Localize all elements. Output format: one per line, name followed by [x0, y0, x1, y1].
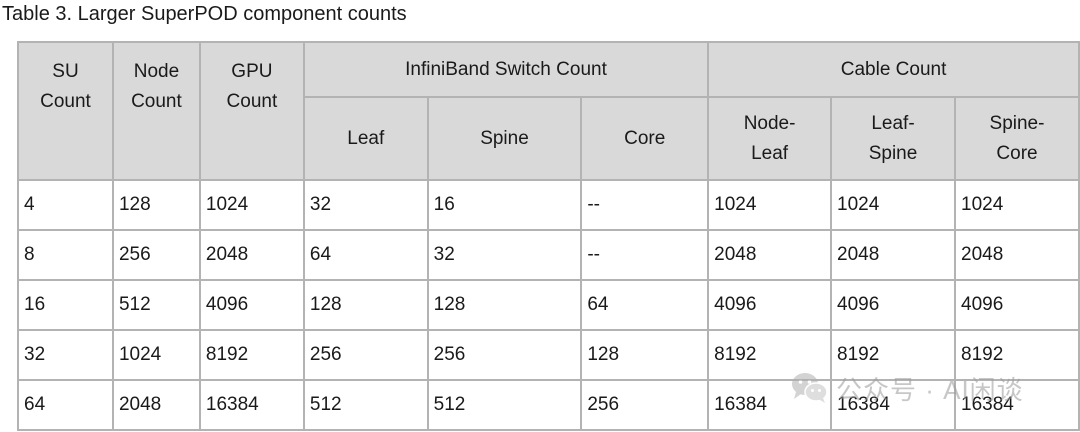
cell-gpu-count: 2048 [198, 229, 305, 281]
cell-core: 256 [580, 379, 710, 431]
cell-node-count: 2048 [111, 379, 201, 431]
header-infiniband-switch-count: InfiniBand Switch Count [302, 41, 710, 98]
table-row: 64 2048 16384 512 512 256 16384 16384 16… [17, 379, 1080, 431]
header-node-count: Node Count [111, 41, 201, 181]
cell-su-count: 32 [17, 329, 114, 381]
table-row: 4 128 1024 32 16 -- 1024 1024 1024 [17, 179, 1080, 231]
cell-spine-core: 8192 [954, 329, 1080, 381]
cell-gpu-count: 16384 [198, 379, 305, 431]
cell-node-leaf: 2048 [707, 229, 833, 281]
cell-node-leaf: 8192 [707, 329, 833, 381]
cell-leaf: 64 [302, 229, 429, 281]
cell-leaf: 128 [302, 279, 429, 331]
cell-core: 64 [580, 279, 710, 331]
cell-leaf-spine: 2048 [830, 229, 956, 281]
cell-spine: 16 [426, 179, 583, 231]
cell-spine-core: 2048 [954, 229, 1080, 281]
cell-node-leaf: 16384 [707, 379, 833, 431]
header-gpu-count: GPU Count [198, 41, 305, 181]
cell-su-count: 8 [17, 229, 114, 281]
cell-leaf: 32 [302, 179, 429, 231]
cell-node-leaf: 4096 [707, 279, 833, 331]
cell-spine-core: 4096 [954, 279, 1080, 331]
header-cable-count: Cable Count [707, 41, 1080, 98]
cell-leaf: 256 [302, 329, 429, 381]
header-core: Core [580, 96, 710, 181]
cell-core: 128 [580, 329, 710, 381]
header-spine-core: Spine-Core [954, 96, 1080, 181]
cell-spine-core: 1024 [954, 179, 1080, 231]
cell-node-count: 512 [111, 279, 201, 331]
cell-core: -- [580, 179, 710, 231]
cell-su-count: 16 [17, 279, 114, 331]
cell-spine: 256 [426, 329, 583, 381]
cell-node-count: 1024 [111, 329, 201, 381]
cell-gpu-count: 4096 [198, 279, 305, 331]
table-row: 8 256 2048 64 32 -- 2048 2048 2048 [17, 229, 1080, 281]
cell-node-count: 128 [111, 179, 201, 231]
header-leaf-spine: Leaf-Spine [830, 96, 956, 181]
component-counts-table: SU Count Node Count GPU Count InfiniBand… [17, 41, 1080, 431]
table-caption: Table 3. Larger SuperPOD component count… [2, 3, 407, 25]
cell-node-leaf: 1024 [707, 179, 833, 231]
cell-spine: 512 [426, 379, 583, 431]
cell-core: -- [580, 229, 710, 281]
cell-su-count: 64 [17, 379, 114, 431]
cell-spine-core: 16384 [954, 379, 1080, 431]
cell-node-count: 256 [111, 229, 201, 281]
table-row: 16 512 4096 128 128 64 4096 4096 4096 [17, 279, 1080, 331]
cell-su-count: 4 [17, 179, 114, 231]
cell-leaf: 512 [302, 379, 429, 431]
cell-leaf-spine: 4096 [830, 279, 956, 331]
cell-spine: 128 [426, 279, 583, 331]
header-leaf: Leaf [302, 96, 429, 181]
cell-leaf-spine: 1024 [830, 179, 956, 231]
table-row: 32 1024 8192 256 256 128 8192 8192 8192 [17, 329, 1080, 381]
header-spine: Spine [426, 96, 583, 181]
cell-gpu-count: 8192 [198, 329, 305, 381]
cell-spine: 32 [426, 229, 583, 281]
cell-gpu-count: 1024 [198, 179, 305, 231]
header-su-count: SU Count [17, 41, 114, 181]
cell-leaf-spine: 16384 [830, 379, 956, 431]
cell-leaf-spine: 8192 [830, 329, 956, 381]
header-node-leaf: Node-Leaf [707, 96, 833, 181]
